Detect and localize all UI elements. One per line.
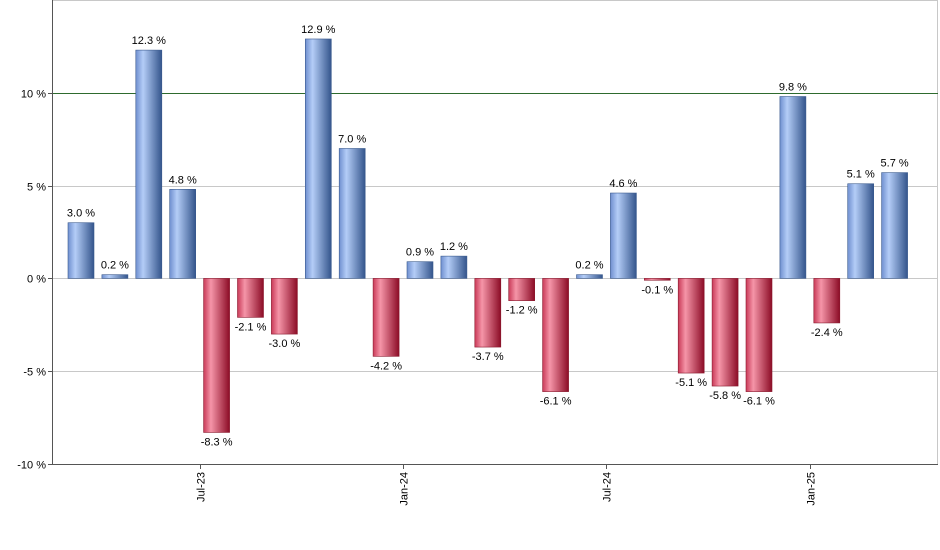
bar — [576, 274, 603, 279]
data-label: -0.1 % — [641, 284, 673, 296]
bar — [440, 255, 468, 279]
data-label: 4.6 % — [609, 178, 637, 190]
bar — [304, 38, 332, 279]
bar — [237, 278, 264, 318]
data-label: -3.0 % — [269, 338, 301, 350]
bar — [881, 172, 908, 279]
bar — [847, 183, 875, 279]
data-labels: 3.0 % 0.2 % 12.3 % 4.8 % -8.3 % -2.1 %-3.0 % 1… — [67, 24, 909, 448]
y-tick-label: -5 % — [23, 367, 46, 379]
bar — [474, 278, 502, 348]
x-tick-label: Jul-24 — [602, 472, 614, 502]
data-label: -2.4 % — [811, 327, 843, 339]
y-tick-label: 0 % — [27, 274, 46, 286]
y-tick-label: -10 % — [17, 460, 46, 472]
data-label: -8.3 % — [201, 436, 233, 448]
bar — [677, 278, 705, 374]
data-label: 5.1 % — [847, 169, 875, 181]
axes: -10 % -5 % 0 % 5 % 10 % Jul-23 Jan-24 Jul-24 Jan… — [17, 0, 938, 506]
data-label: 5.7 % — [881, 158, 909, 170]
data-label: 4.8 % — [169, 174, 197, 186]
data-label: -4.2 % — [370, 360, 402, 372]
x-tick-label: Jan-24 — [399, 472, 411, 506]
data-label: 0.2 % — [101, 260, 129, 272]
bar — [542, 278, 569, 392]
bar — [271, 278, 298, 335]
x-tick-label: Jul-23 — [196, 472, 208, 502]
bar — [169, 189, 196, 279]
bar — [372, 278, 400, 357]
bar — [610, 192, 637, 279]
data-label: 0.9 % — [406, 247, 434, 259]
y-tick-label: 10 % — [21, 89, 46, 101]
data-label: -6.1 % — [743, 396, 775, 408]
bar — [711, 278, 739, 387]
data-label: -5.8 % — [709, 390, 741, 402]
data-label: 0.2 % — [575, 260, 603, 272]
data-label: 1.2 % — [440, 241, 468, 253]
bar — [203, 278, 230, 433]
bar — [135, 49, 163, 279]
data-label: 3.0 % — [67, 208, 95, 220]
bar — [67, 222, 95, 279]
y-tick-label: 5 % — [27, 182, 46, 194]
data-label: 7.0 % — [338, 133, 366, 145]
bar — [779, 96, 807, 279]
data-label: -2.1 % — [235, 321, 267, 333]
data-label: -3.7 % — [472, 351, 504, 363]
bar — [508, 278, 536, 301]
data-label: 12.3 % — [132, 35, 166, 47]
bar — [643, 278, 671, 281]
bar — [745, 278, 773, 392]
data-label: -6.1 % — [540, 396, 572, 408]
data-label: -1.2 % — [506, 305, 538, 317]
data-label: -5.1 % — [675, 377, 707, 389]
data-label: 9.8 % — [779, 82, 807, 94]
x-tick-label: Jan-25 — [806, 472, 818, 506]
bar — [338, 148, 366, 279]
bar — [406, 261, 434, 279]
bar — [101, 274, 129, 279]
bar — [813, 278, 841, 324]
data-label: 12.9 % — [301, 24, 335, 36]
bars — [67, 38, 908, 433]
